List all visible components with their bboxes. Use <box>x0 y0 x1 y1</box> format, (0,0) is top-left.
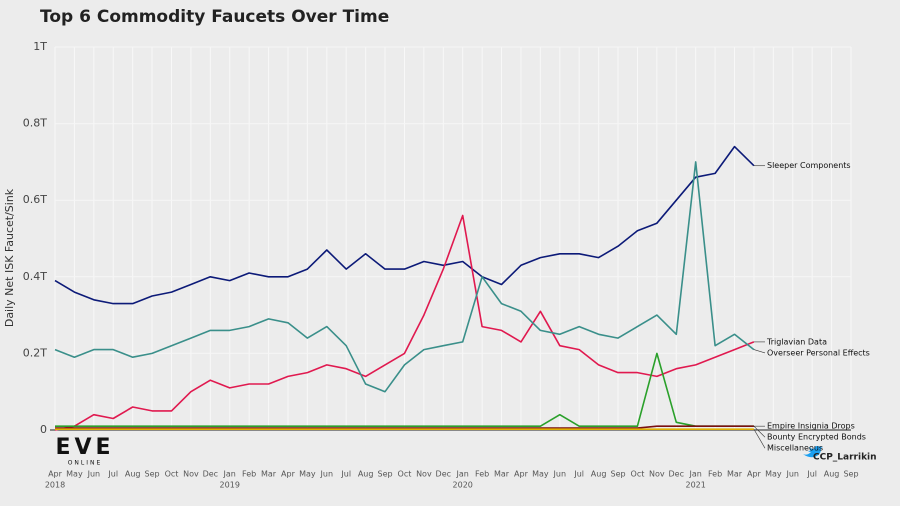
x-tick-label: Apr <box>747 470 762 479</box>
y-axis-label: Daily Net ISK Faucet/Sink <box>3 188 16 327</box>
x-tick-label: Nov <box>649 470 665 479</box>
x-tick-label: Dec <box>203 470 218 479</box>
series-label: Triglavian Data <box>766 337 827 346</box>
x-tick-label: May <box>66 470 83 479</box>
x-tick-label: Nov <box>183 470 199 479</box>
x-tick-label: Feb <box>708 470 722 479</box>
series-label: Empire Insignia Drops <box>767 422 855 431</box>
y-tick-label: 0.4T <box>23 270 47 283</box>
series-label: Overseer Personal Effects <box>767 348 870 357</box>
series-line <box>55 425 754 429</box>
x-tick-label: Oct <box>165 470 179 479</box>
x-tick-label: Aug <box>125 470 141 479</box>
credit: CCP_Larrikin <box>813 453 877 463</box>
x-tick-label: Apr <box>514 470 529 479</box>
x-tick-label: May <box>765 470 782 479</box>
x-tick-label: Jan <box>456 470 469 479</box>
x-tick-label: Jun <box>553 470 567 479</box>
x-tick-label: Aug <box>591 470 607 479</box>
series-label: Miscellaneous <box>767 444 823 453</box>
y-tick-label: 0.6T <box>23 193 47 206</box>
x-tick-label: Mar <box>261 470 277 479</box>
x-tick-label: Jan <box>689 470 702 479</box>
x-tick-label: Jun <box>786 470 800 479</box>
x-tick-label: Oct <box>398 470 412 479</box>
series-label: Bounty Encrypted Bonds <box>767 433 866 442</box>
series-line <box>54 214 755 431</box>
x-tick-label: Feb <box>242 470 256 479</box>
series-line <box>54 145 755 305</box>
y-tick-label: 0 <box>40 423 47 436</box>
logo-sub: ONLINE <box>68 460 103 467</box>
x-tick-label: Jul <box>806 470 817 479</box>
year-label: 2020 <box>453 481 473 490</box>
logo: EVE <box>55 435 114 460</box>
leader-line <box>753 429 766 449</box>
year-label: 2018 <box>45 481 65 490</box>
chart-title: Top 6 Commodity Faucets Over Time <box>40 7 389 27</box>
x-tick-label: Sep <box>610 470 625 479</box>
x-tick-label: Apr <box>281 470 296 479</box>
x-tick-label: Mar <box>727 470 743 479</box>
x-tick-label: Nov <box>416 470 432 479</box>
x-tick-label: Sep <box>843 470 858 479</box>
x-tick-label: Feb <box>475 470 489 479</box>
x-tick-label: Jun <box>87 470 101 479</box>
x-tick-label: Jul <box>107 470 118 479</box>
x-tick-label: Jan <box>223 470 236 479</box>
year-label: 2019 <box>220 481 240 490</box>
x-tick-label: Dec <box>436 470 451 479</box>
x-tick-label: Dec <box>669 470 684 479</box>
x-tick-label: May <box>299 470 316 479</box>
x-tick-label: Sep <box>145 470 160 479</box>
x-tick-label: Jul <box>573 470 584 479</box>
series-label: Sleeper Components <box>767 161 851 170</box>
series-line <box>55 352 754 427</box>
x-tick-label: Aug <box>358 470 374 479</box>
twitter-icon <box>803 446 823 458</box>
y-tick-label: 0.2T <box>23 346 47 359</box>
x-tick-label: Mar <box>494 470 510 479</box>
x-tick-label: Aug <box>824 470 840 479</box>
x-tick-label: Apr <box>48 470 63 479</box>
y-tick-label: 0.8T <box>23 117 47 130</box>
x-tick-label: Oct <box>631 470 645 479</box>
x-tick-label: May <box>532 470 549 479</box>
leader-line <box>753 425 766 438</box>
x-tick-label: Jul <box>340 470 351 479</box>
year-label: 2021 <box>686 481 706 490</box>
y-tick-label: 1T <box>33 40 47 53</box>
x-tick-label: Jun <box>320 470 334 479</box>
series-line <box>54 161 755 393</box>
leader-line <box>753 349 766 354</box>
x-tick-label: Sep <box>378 470 393 479</box>
